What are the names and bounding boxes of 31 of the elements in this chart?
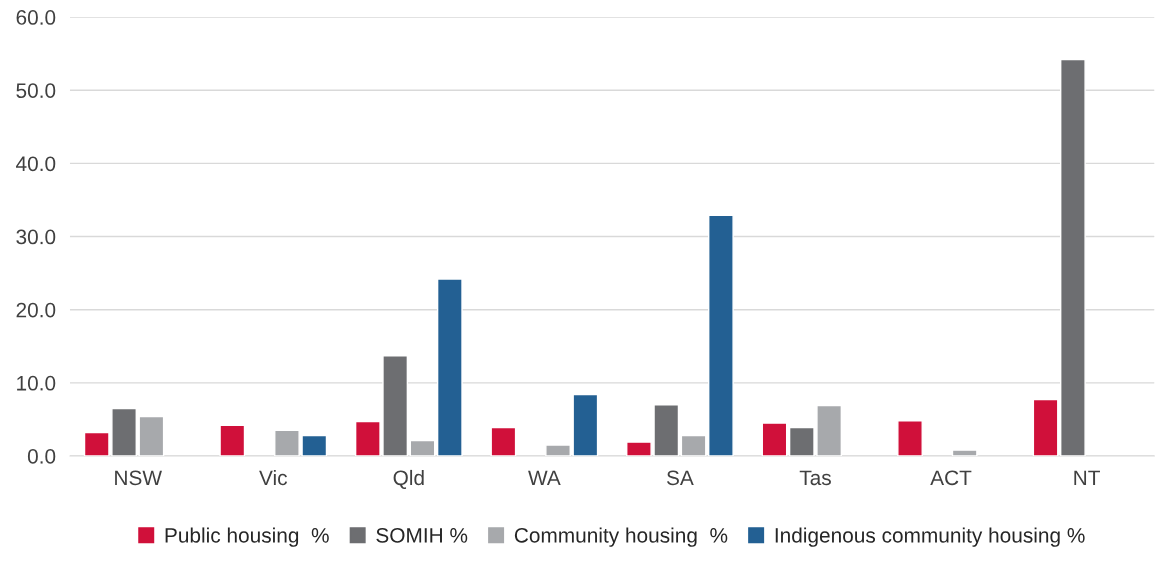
legend-label: SOMIH % (376, 527, 468, 543)
bar (138, 415, 165, 456)
bar (708, 214, 734, 456)
x-tick-label: SA (666, 470, 694, 486)
legend-label: Public housing % (165, 527, 329, 547)
y-tick-label: 0.0 (27, 449, 56, 464)
y-tick-label: 50.0 (16, 83, 56, 98)
y-tick-label: 60.0 (16, 10, 56, 25)
bar (490, 426, 517, 456)
bar (761, 422, 788, 456)
bar (219, 424, 246, 456)
y-tick-label: 10.0 (17, 375, 56, 391)
x-tick-label: Qld (393, 469, 424, 489)
x-tick-label: WA (528, 470, 561, 485)
y-tick-label: 20.0 (16, 302, 56, 318)
y-tick-label: 40.0 (16, 156, 56, 172)
x-tick-label: NSW (115, 470, 162, 486)
bar (436, 278, 463, 456)
bar (680, 434, 707, 456)
x-tick-label: NT (1074, 470, 1100, 485)
legend-label: Community housing % (514, 527, 728, 547)
x-tick-label: Vic (259, 469, 288, 486)
bar (1060, 58, 1086, 456)
legend-label: Indigenous community housing % (775, 527, 1085, 547)
bar (1032, 398, 1059, 456)
x-tick-label: Tas (799, 470, 831, 486)
y-tick-label: 30.0 (16, 229, 56, 245)
x-tick-label: ACT (930, 470, 972, 486)
bar (897, 420, 923, 456)
bar (409, 439, 436, 456)
bar (951, 449, 978, 456)
